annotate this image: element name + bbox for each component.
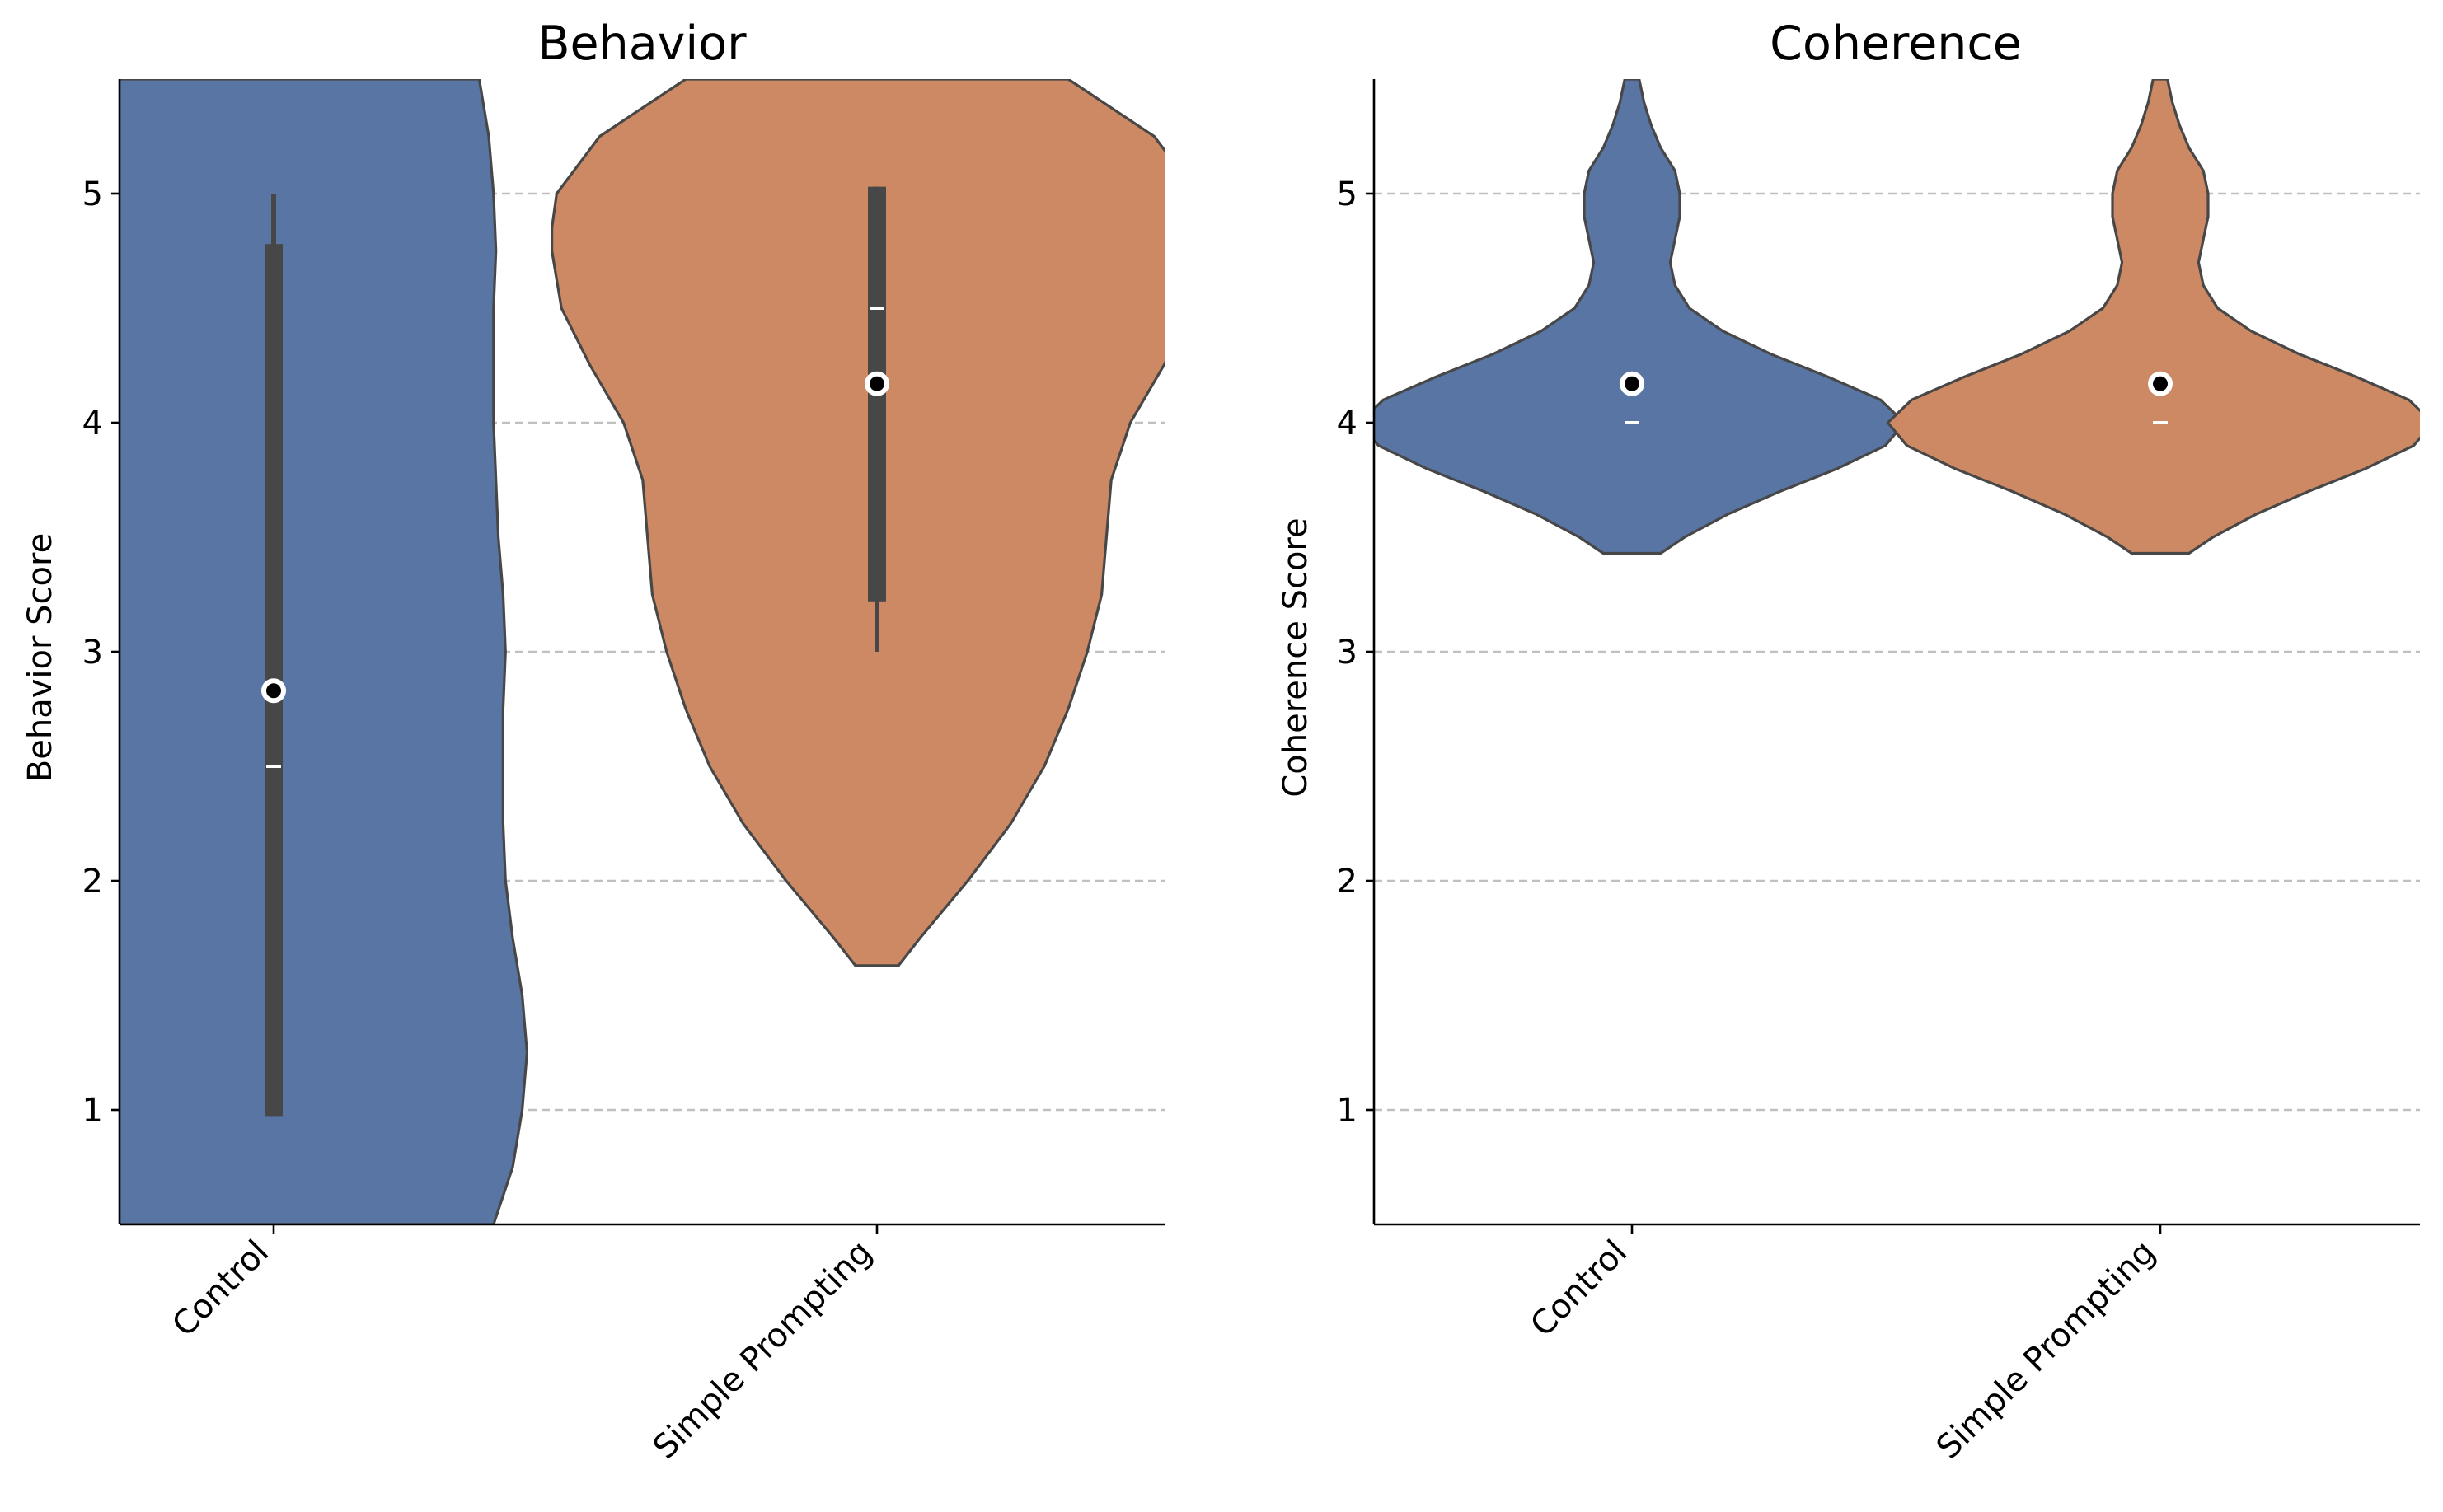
y-tick-label-1: 1 <box>82 1092 103 1130</box>
panel-behavior: Behavior Behavior Score 1 2 3 4 5 Control Simp… <box>21 16 1165 1467</box>
chart-title-coherence: Coherence <box>1770 16 2022 71</box>
x-tick-label-control: Control <box>165 1233 276 1345</box>
y-axis-label-behavior: Behavior Score <box>21 533 59 782</box>
violins-group <box>1374 79 2420 555</box>
y-tick-label-3: 3 <box>1337 634 1357 672</box>
violin-simple-prompting <box>1886 79 2420 555</box>
chart-title-behavior: Behavior <box>537 16 747 71</box>
mean-marker-simple-prompting <box>870 376 884 391</box>
y-tick-label-3: 3 <box>82 634 103 672</box>
y-tick-label-2: 2 <box>1337 863 1357 901</box>
mean-marker-simple-prompting <box>2153 376 2168 391</box>
violins-group <box>120 79 1165 1224</box>
x-tick-label-simple-prompting: Simple Prompting <box>646 1233 879 1467</box>
mean-marker-control <box>266 683 281 699</box>
panel-coherence: Coherence Coherence Score 1 2 3 4 5 Control Si… <box>1277 16 2420 1467</box>
y-tick-label-4: 4 <box>1337 405 1357 442</box>
y-axis-label-coherence: Coherence Score <box>1277 517 1315 797</box>
violin-control <box>120 79 528 1224</box>
violin-control <box>1374 79 1906 555</box>
y-tick-label-5: 5 <box>1337 176 1357 213</box>
y-tick-label-5: 5 <box>82 176 103 213</box>
y-tick-label-1: 1 <box>1337 1092 1357 1130</box>
mean-marker-control <box>1625 376 1639 391</box>
x-tick-label-simple-prompting: Simple Prompting <box>1930 1233 2163 1467</box>
x-tick-label-control: Control <box>1523 1233 1634 1345</box>
y-tick-label-2: 2 <box>82 863 103 901</box>
violin-simple-prompting <box>551 79 1165 967</box>
y-tick-label-4: 4 <box>82 405 103 442</box>
